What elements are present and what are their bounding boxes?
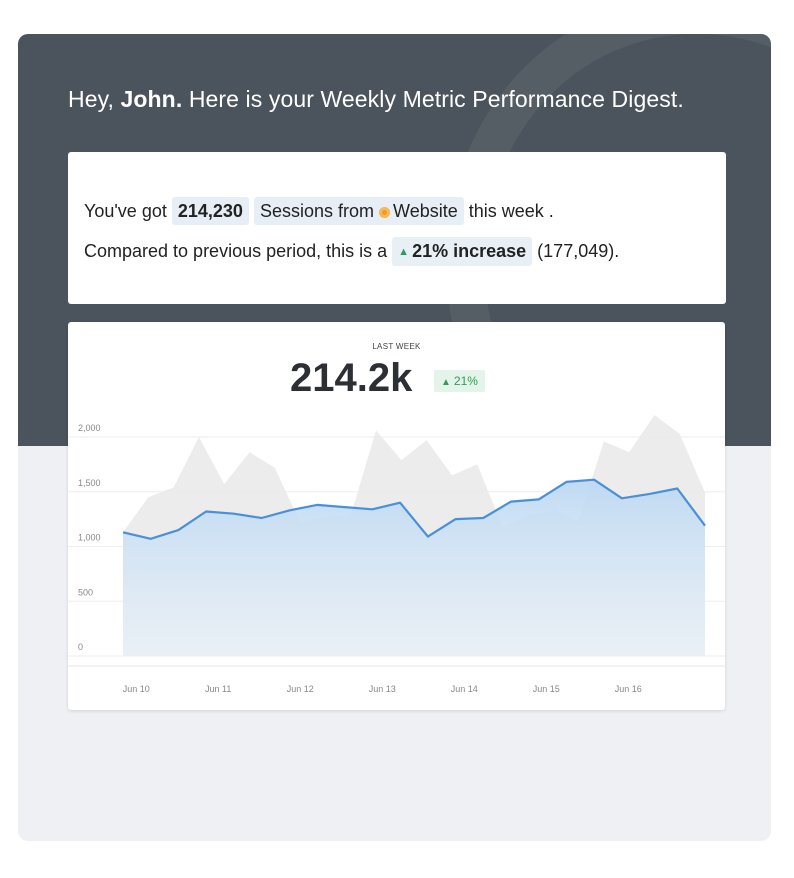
current-period-line: [122, 478, 706, 540]
summary-text-2: this week .: [468, 201, 554, 221]
previous-value: (177,049).: [537, 241, 620, 261]
sessions-value-chip: 214,230: [171, 197, 249, 225]
user-name: John.: [120, 86, 183, 112]
summary-line-2: Compared to previous period, this is a ▲…: [84, 236, 710, 276]
x-tick-label: Jun 11: [205, 684, 231, 694]
summary-panel: You've got 214,230 Sessions from Website…: [68, 152, 726, 304]
kpi-value: 214.2k: [290, 356, 413, 400]
greeting: Hey, John. Here is your Weekly Metric Pe…: [68, 86, 684, 113]
up-arrow-icon: ▲: [398, 246, 410, 258]
increase-label: 21% increase: [412, 241, 527, 261]
digest-card: Hey, John. Here is your Weekly Metric Pe…: [18, 34, 771, 841]
x-tick-label: Jun 14: [451, 684, 478, 694]
source-name: Website: [393, 201, 458, 221]
y-tick-label: 500: [78, 587, 93, 597]
greeting-suffix: Here is your Weekly Metric Performance D…: [182, 86, 684, 112]
kpi-change-badge: ▲ 21%: [434, 370, 485, 392]
x-tick-label: Jun 10: [123, 684, 150, 694]
metric-label: Sessions from: [259, 201, 375, 221]
metric-chip: Sessions from Website: [253, 197, 464, 225]
x-tick-label: Jun 15: [533, 684, 560, 694]
up-arrow-icon: ▲: [441, 377, 451, 388]
increase-chip: ▲ 21% increase: [392, 237, 533, 266]
summary-text: You've got: [84, 201, 167, 221]
kpi-change-text: 21%: [453, 374, 478, 388]
kpi-label: LAST WEEK: [372, 342, 421, 351]
y-tick-label: 0: [78, 642, 83, 652]
y-tick-label: 1,000: [78, 533, 101, 543]
x-tick-label: Jun 13: [369, 684, 396, 694]
greeting-prefix: Hey,: [68, 86, 121, 112]
y-tick-label: 2,000: [78, 423, 101, 433]
summary-line-1: You've got 214,230 Sessions from Website…: [84, 196, 710, 236]
comparison-text: Compared to previous period, this is a: [84, 241, 388, 261]
chart-panel: 0 500 1,000 1,500 2,000 Jun 10 Jun 11 Jun 12 Jun…: [68, 322, 725, 710]
x-tick-label: Jun 16: [615, 684, 642, 694]
website-icon: [379, 207, 391, 218]
sessions-chart: 0 500 1,000 1,500 2,000 Jun 10 Jun 11 Jun 12 Jun…: [68, 415, 725, 694]
y-tick-label: 1,500: [78, 478, 101, 488]
x-tick-label: Jun 12: [287, 684, 314, 694]
current-period-area: [123, 479, 705, 656]
